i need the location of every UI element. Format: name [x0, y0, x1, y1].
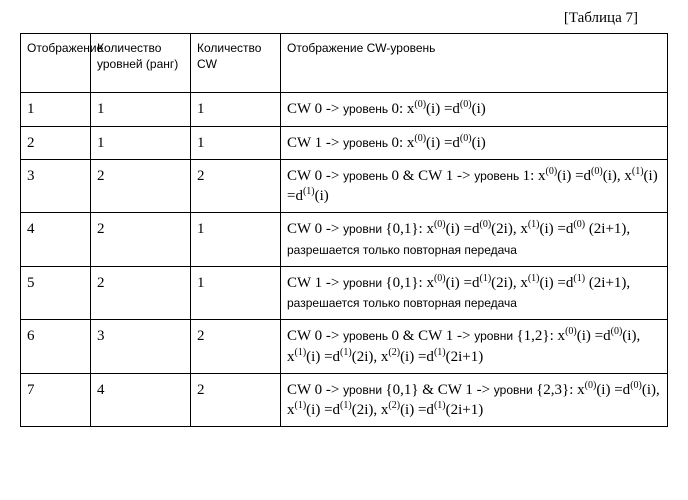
table-row: 421CW 0 -> уровни {0,1}: x(0)(i) =d(0)(2…	[21, 213, 668, 267]
table-row: 742CW 0 -> уровни {0,1} & CW 1 -> уровни…	[21, 373, 668, 427]
header-cw: Количество CW	[191, 34, 281, 93]
cell: 1	[191, 213, 281, 267]
cell: 1	[191, 266, 281, 320]
cell: 1	[21, 93, 91, 126]
cw-level-cell: CW 1 -> уровень 0: x(0)(i) =d(0)(i)	[281, 126, 668, 159]
cell: 2	[191, 320, 281, 374]
header-levels: Количество уровней (ранг)	[91, 34, 191, 93]
header-row: Отображение Количество уровней (ранг) Ко…	[21, 34, 668, 93]
cell: 3	[91, 320, 191, 374]
table-caption: [Таблица 7]	[20, 10, 668, 27]
cell: 2	[21, 126, 91, 159]
cw-level-cell: CW 0 -> уровень 0: x(0)(i) =d(0)(i)	[281, 93, 668, 126]
cw-level-cell: CW 0 -> уровни {0,1}: x(0)(i) =d(0)(2i),…	[281, 213, 668, 267]
cell: 2	[191, 159, 281, 213]
mapping-table: Отображение Количество уровней (ранг) Ко…	[20, 33, 668, 427]
cell: 4	[91, 373, 191, 427]
table-row: 111CW 0 -> уровень 0: x(0)(i) =d(0)(i)	[21, 93, 668, 126]
cell: 2	[191, 373, 281, 427]
cw-level-cell: CW 1 -> уровни {0,1}: x(0)(i) =d(1)(2i),…	[281, 266, 668, 320]
cell: 2	[91, 266, 191, 320]
table-row: 322CW 0 -> уровень 0 & CW 1 -> уровень 1…	[21, 159, 668, 213]
cell: 1	[191, 93, 281, 126]
cell: 1	[91, 93, 191, 126]
table-row: 632CW 0 -> уровень 0 & CW 1 -> уровни {1…	[21, 320, 668, 374]
cw-level-cell: CW 0 -> уровень 0 & CW 1 -> уровень 1: x…	[281, 159, 668, 213]
header-cw-level: Отображение CW-уровень	[281, 34, 668, 93]
cell: 7	[21, 373, 91, 427]
cw-level-cell: CW 0 -> уровни {0,1} & CW 1 -> уровни {2…	[281, 373, 668, 427]
cell: 1	[91, 126, 191, 159]
table-row: 211CW 1 -> уровень 0: x(0)(i) =d(0)(i)	[21, 126, 668, 159]
table-row: 521CW 1 -> уровни {0,1}: x(0)(i) =d(1)(2…	[21, 266, 668, 320]
header-mapping: Отображение	[21, 34, 91, 93]
cell: 5	[21, 266, 91, 320]
cell: 6	[21, 320, 91, 374]
cell: 4	[21, 213, 91, 267]
cell: 3	[21, 159, 91, 213]
cell: 2	[91, 159, 191, 213]
cell: 2	[91, 213, 191, 267]
cell: 1	[191, 126, 281, 159]
cw-level-cell: CW 0 -> уровень 0 & CW 1 -> уровни {1,2}…	[281, 320, 668, 374]
